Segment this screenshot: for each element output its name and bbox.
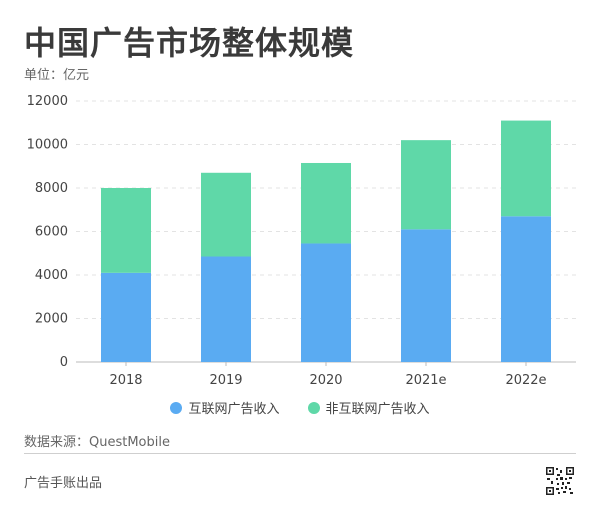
y-tick-label: 2000 [35, 312, 68, 327]
y-tick-label: 10000 [27, 138, 68, 153]
x-tick-label: 2020 [309, 373, 342, 388]
legend-item-non-internet: 非互联网广告收入 [307, 398, 430, 417]
x-tick-label: 2018 [109, 373, 142, 388]
bar-segment [201, 172, 251, 257]
x-tick-label: 2022e [505, 373, 546, 388]
y-tick-label: 12000 [27, 94, 68, 109]
bar-segment [101, 188, 151, 273]
bar-segment [201, 256, 251, 362]
stacked-bar-chart: 0 2000 4000 6000 8000 10000 12000 2018 2019 2020 2… [27, 94, 576, 388]
bar-segment [401, 140, 451, 230]
chart-title: 中国广告市场整体规模 [24, 24, 355, 62]
y-tick-label: 4000 [35, 268, 68, 283]
bar-segment [501, 120, 551, 217]
bar-segment [501, 216, 551, 362]
y-tick-label: 0 [60, 355, 68, 370]
bar-segment [101, 272, 151, 362]
qr-code-icon [545, 466, 575, 496]
bar-segment [301, 162, 351, 244]
x-tick-label: 2021e [405, 373, 446, 388]
legend-dot-icon [170, 401, 183, 414]
legend-label-internet: 互联网广告收入 [188, 402, 280, 417]
legend-item-internet: 互联网广告收入 [170, 398, 280, 417]
chart-legend: 互联网广告收入 非互联网广告收入 [0, 398, 600, 417]
unit-label: 单位：亿元 [24, 68, 90, 83]
brand-credit: 广告手账出品 [24, 476, 103, 491]
y-tick-label: 6000 [35, 225, 68, 240]
footer-divider [24, 453, 576, 454]
data-source: 数据来源：QuestMobile [24, 435, 170, 450]
bar-segment [301, 243, 351, 362]
legend-label-non-internet: 非互联网广告收入 [325, 402, 430, 417]
x-tick-label: 2019 [209, 373, 242, 388]
y-tick-label: 8000 [35, 181, 68, 196]
bar-segment [401, 229, 451, 362]
legend-dot-icon [307, 401, 320, 414]
